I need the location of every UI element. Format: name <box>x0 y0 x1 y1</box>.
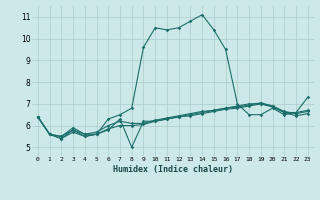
X-axis label: Humidex (Indice chaleur): Humidex (Indice chaleur) <box>113 165 233 174</box>
